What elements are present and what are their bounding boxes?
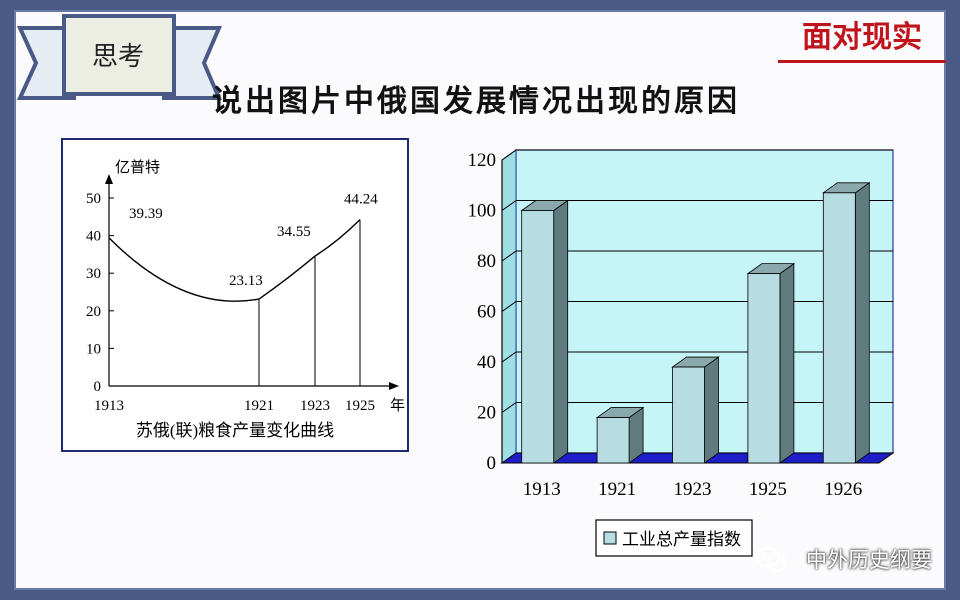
slide-frame: 思考 面对现实 说出图片中俄国发展情况出现的原因 0 10 20 30 40 50 亿普特年…	[14, 10, 946, 590]
y-tick-label: 0	[94, 379, 102, 395]
x-tick-label: 1913	[523, 479, 561, 500]
x-tick-label: 1913	[94, 398, 124, 414]
data-label: 44.24	[344, 192, 378, 208]
x-tick-label: 1925	[345, 398, 375, 414]
y-tick-label: 50	[86, 191, 101, 207]
data-label: 34.55	[277, 224, 311, 240]
x-tick-label: 1921	[244, 398, 274, 414]
bar	[672, 366, 705, 464]
grid-line-side	[501, 149, 517, 161]
grid-line-side	[501, 250, 517, 262]
y-tick-label: 30	[86, 266, 101, 282]
y-tick-label: 20	[477, 403, 496, 424]
grid-line-side	[501, 200, 517, 211]
grid-line-side	[501, 402, 517, 413]
y-tick-label: 40	[86, 229, 101, 245]
y-tick-label: 10	[86, 341, 101, 357]
y-axis-arrow	[105, 174, 113, 184]
bar-side	[704, 356, 719, 464]
bar	[822, 192, 856, 464]
grain-output-chart: 0 10 20 30 40 50 亿普特年 1913 1921 1923 1925 39.39 23.1…	[61, 138, 409, 452]
grid-line-side	[501, 351, 517, 363]
industry-index-svg: 0 20 40 60 80 100 120 1913 1921 1923 1925 1926 工业总产量…	[468, 149, 895, 557]
bar	[596, 417, 630, 464]
x-tick-label: 1925	[749, 479, 787, 500]
chart-title: 苏俄(联)粮食产量变化曲线	[136, 421, 334, 440]
bar	[521, 210, 555, 464]
data-label: 23.13	[229, 273, 263, 289]
y-tick-label: 120	[468, 150, 497, 171]
x-tick-label: 1923	[300, 398, 330, 414]
grid-line-side	[501, 301, 517, 312]
x-tick-label: 1923	[674, 479, 712, 500]
x-axis-label: 年	[390, 397, 405, 414]
data-label: 39.39	[129, 206, 163, 222]
watermark: 中外历史纲要	[806, 548, 932, 572]
corner-title: 面对现实	[778, 18, 946, 63]
y-axis-label: 亿普特	[115, 159, 160, 176]
x-tick-label: 1921	[598, 479, 636, 500]
legend-label: 工业总产量指数	[622, 530, 741, 549]
x-tick-label: 1926	[824, 479, 862, 500]
y-tick-label: 40	[477, 352, 496, 373]
question-heading: 说出图片中俄国发展情况出现的原因	[212, 84, 740, 119]
wechat-icon	[756, 547, 787, 572]
legend-swatch	[603, 531, 617, 545]
bar-side	[553, 199, 569, 464]
badge-label: 思考	[92, 42, 145, 72]
y-tick-label: 60	[477, 302, 496, 323]
grain-series-line	[108, 219, 361, 302]
ribbon-badge	[16, 14, 223, 100]
bar-side	[779, 262, 795, 464]
x-axis-arrow	[389, 382, 399, 390]
industry-index-chart: 0 20 40 60 80 100 120 1913 1921 1923 1925 1926 工业总产量…	[454, 135, 924, 565]
y-tick-label: 80	[477, 251, 496, 272]
y-tick-label: 0	[487, 453, 497, 474]
y-tick-label: 20	[86, 304, 101, 320]
bar	[747, 273, 781, 464]
legend-box	[595, 519, 753, 557]
y-tick-label: 100	[468, 201, 497, 222]
bar-side	[854, 182, 870, 464]
